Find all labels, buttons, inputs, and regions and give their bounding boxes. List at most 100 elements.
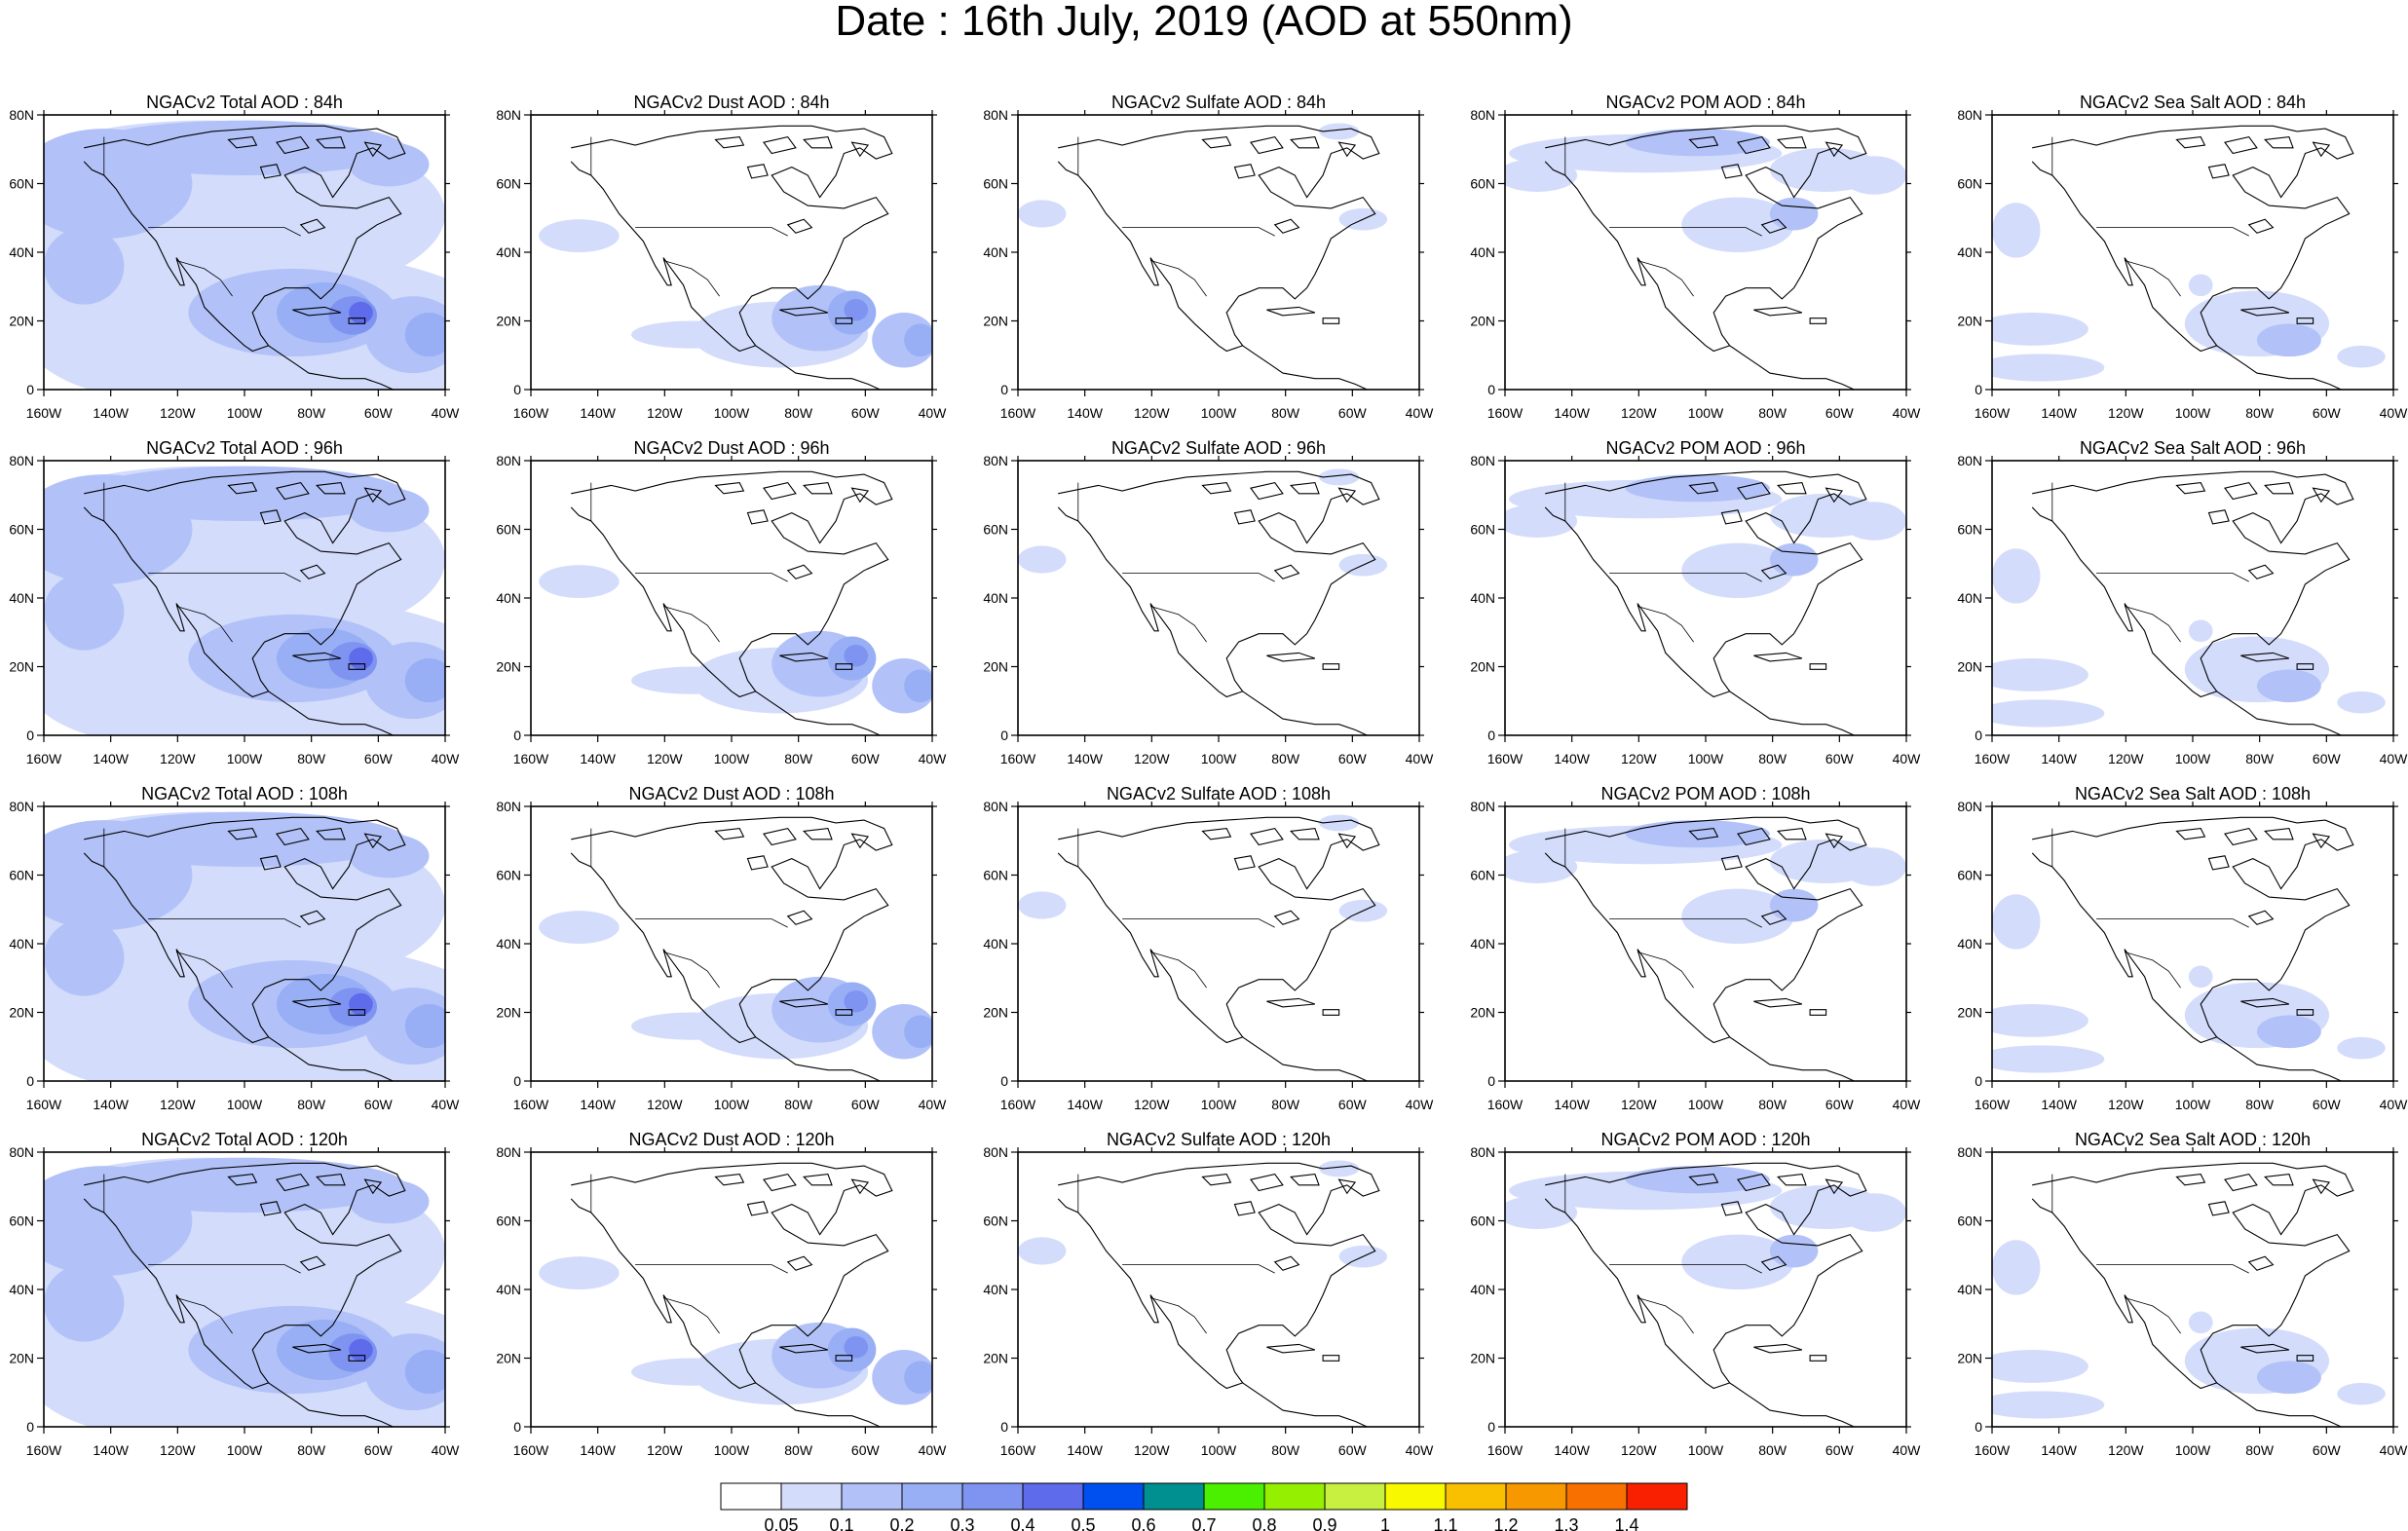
lon-label: 120W <box>1134 1442 1170 1458</box>
lon-label: 60W <box>1338 1097 1368 1112</box>
aod-region <box>84 466 405 522</box>
lon-label: 120W <box>1134 1097 1170 1112</box>
coastlines <box>1057 816 1380 1081</box>
panel-title: NGACv2 Dust AOD : 108h <box>628 784 834 803</box>
aod-region <box>539 219 620 252</box>
coastline <box>1242 1382 1368 1427</box>
border <box>662 606 720 643</box>
island <box>292 652 342 662</box>
lat-label: 40N <box>1957 590 1982 606</box>
island <box>1337 141 1357 158</box>
aod-shading <box>1992 203 2386 382</box>
border <box>1637 1297 1694 1334</box>
lon-label: 60W <box>364 1097 394 1112</box>
aod-region <box>1625 129 1770 157</box>
lat-label: 40N <box>9 590 34 606</box>
island <box>316 1174 346 1186</box>
lon-label: 60W <box>2313 751 2342 766</box>
island <box>2296 1009 2314 1016</box>
island <box>1809 317 1827 324</box>
map-panel: NGACv2 Total AOD : 84h 160W 140W 120W 100W 80… <box>9 93 460 421</box>
lat-label: 80N <box>1957 1144 1982 1160</box>
island <box>714 136 745 149</box>
lon-label: 100W <box>227 405 263 421</box>
aod-region <box>1842 502 1906 541</box>
border <box>1609 573 1762 582</box>
island <box>779 306 829 317</box>
lat-label: 20N <box>983 1005 1008 1021</box>
map-panel: NGACv2 POM AOD : 96h 160W 140W 120W 100W 80W 6… <box>1470 438 1921 766</box>
aod-region <box>2337 1036 2386 1060</box>
lon-label: 80W <box>784 1442 813 1458</box>
aod-region <box>84 1157 405 1214</box>
island <box>1322 317 1340 324</box>
coastline <box>268 691 394 735</box>
aod-region <box>539 1256 620 1289</box>
lon-label: 160W <box>513 405 549 421</box>
island <box>803 136 833 149</box>
island <box>803 482 833 495</box>
aod-region <box>1992 658 2088 691</box>
lakes <box>2207 1201 2275 1271</box>
colorbar-label: 0.9 <box>1312 1515 1336 1531</box>
coastlines <box>570 1162 893 1427</box>
island <box>348 317 366 324</box>
lon-label: 160W <box>1000 1097 1036 1112</box>
aod-region <box>1625 1166 1770 1194</box>
island <box>227 1174 258 1186</box>
lakes <box>2207 855 2275 925</box>
colorbar-swatch <box>720 1482 782 1511</box>
lon-label: 60W <box>2313 1442 2342 1458</box>
aod-shading <box>1992 894 2386 1073</box>
map-panel: NGACv2 Sea Salt AOD : 84h 160W 140W 120W 100… <box>1957 93 2408 421</box>
lon-label: 120W <box>1621 1442 1657 1458</box>
map-panel: NGACv2 Sulfate AOD : 120h 160W 140W 120W 100… <box>983 1130 1434 1458</box>
lat-label: 0 <box>1487 382 1495 397</box>
border <box>2124 606 2181 643</box>
lat-label: 20N <box>1957 1351 1982 1366</box>
lon-label: 120W <box>647 751 683 766</box>
lon-label: 40W <box>1893 405 1922 421</box>
lon-label: 80W <box>1271 1097 1300 1112</box>
lat-label: 20N <box>9 314 34 329</box>
island <box>835 1355 853 1362</box>
aod-shading <box>1505 129 1906 252</box>
lat-label: 0 <box>1975 382 1982 397</box>
lat-label: 20N <box>496 1005 521 1021</box>
aod-region <box>1992 203 2041 258</box>
coastline <box>1729 345 1855 390</box>
island <box>1688 482 1719 495</box>
lon-label: 140W <box>1067 1097 1103 1112</box>
lat-label: 80N <box>1957 453 1982 468</box>
coastline <box>2216 691 2342 735</box>
lon-label: 100W <box>714 751 750 766</box>
island <box>763 1173 797 1192</box>
aod-shading <box>539 1256 932 1405</box>
lat-label: 60N <box>1957 176 1982 192</box>
aod-shading <box>1992 548 2386 728</box>
coastlines <box>83 125 406 390</box>
island <box>2240 306 2290 317</box>
colorbar-swatch <box>961 1482 1024 1511</box>
island <box>1825 833 1844 849</box>
coastlines <box>83 470 406 735</box>
border <box>2096 918 2249 928</box>
lat-label: 40N <box>983 936 1008 952</box>
colorbar-swatch <box>1565 1482 1628 1511</box>
lat-label: 20N <box>983 1351 1008 1366</box>
lat-label: 80N <box>1470 107 1495 123</box>
lakes <box>2207 509 2275 579</box>
island <box>227 482 258 495</box>
lon-label: 80W <box>2245 751 2275 766</box>
aod-region <box>44 573 125 651</box>
lakes <box>259 164 326 234</box>
border <box>635 918 788 928</box>
coastlines <box>1057 470 1380 735</box>
island <box>779 997 829 1008</box>
island <box>2264 136 2294 149</box>
lat-label: 40N <box>9 936 34 952</box>
coastline <box>2031 816 2354 1044</box>
lon-label: 100W <box>714 1097 750 1112</box>
lat-label: 80N <box>496 799 521 814</box>
lon-label: 100W <box>714 405 750 421</box>
